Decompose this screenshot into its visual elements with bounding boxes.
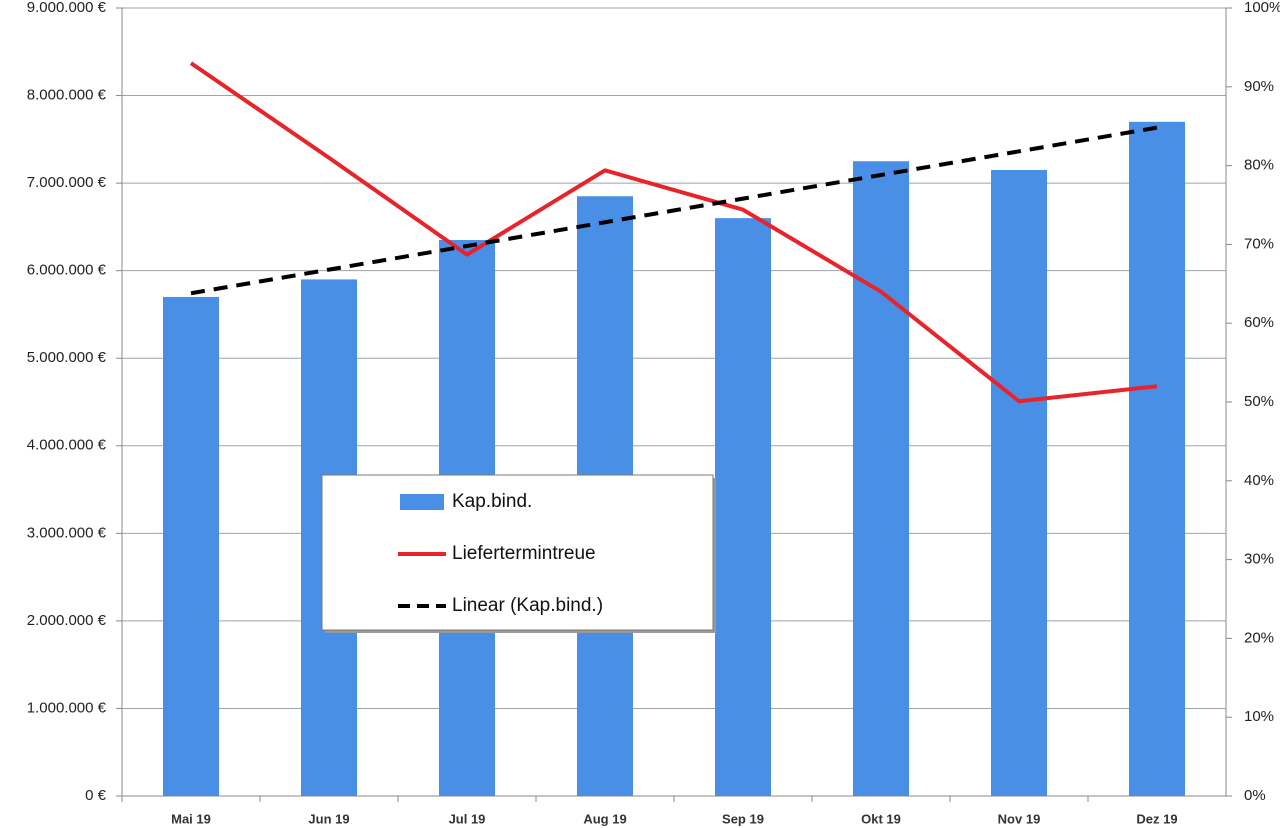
y2-tick-label: 0%: [1244, 787, 1266, 804]
y2-tick-label: 40%: [1244, 472, 1274, 489]
x-tick-label: Dez 19: [1136, 811, 1177, 826]
y2-tick-label: 70%: [1244, 235, 1274, 252]
bar: [1129, 121, 1185, 797]
legend: [321, 474, 714, 631]
y2-tick-label: 10%: [1244, 708, 1274, 725]
legend-label: Liefertermintreue: [452, 543, 596, 564]
bar: [991, 169, 1047, 796]
x-tick-label: Aug 19: [583, 811, 626, 826]
trend-line: [190, 125, 1158, 296]
legend-label: Linear (Kap.bind.): [452, 595, 603, 616]
y-tick-label: 0 €: [85, 787, 107, 804]
y2-tick-label: 60%: [1244, 314, 1274, 331]
y2-tick-label: 50%: [1244, 393, 1274, 410]
x-tick-label: Mai 19: [171, 811, 211, 826]
y2-tick-label: 20%: [1244, 629, 1274, 646]
x-tick-label: Sep 19: [722, 811, 764, 826]
y2-tick-label: 80%: [1244, 157, 1274, 174]
line: [189, 61, 1158, 404]
x-tick-label: Okt 19: [861, 811, 901, 826]
legend-label: Kap.bind.: [452, 491, 532, 512]
y-tick-label: 2.000.000 €: [27, 612, 107, 629]
legend-swatch: [400, 494, 444, 510]
y-tick-label: 1.000.000 €: [27, 699, 107, 716]
y-tick-label: 9.000.000 €: [27, 0, 107, 16]
y-tick-label: 4.000.000 €: [27, 437, 107, 454]
x-tick-label: Jul 19: [449, 811, 486, 826]
x-tick-label: Nov 19: [998, 811, 1041, 826]
x-tick-label: Jun 19: [308, 811, 349, 826]
bar: [853, 161, 909, 796]
y2-tick-label: 30%: [1244, 551, 1274, 568]
y2-tick-label: 90%: [1244, 78, 1274, 95]
y2-tick-label: 100%: [1244, 0, 1280, 16]
y-tick-label: 7.000.000 €: [27, 174, 107, 191]
y-tick-label: 8.000.000 €: [27, 87, 107, 104]
y-tick-label: 3.000.000 €: [27, 524, 107, 541]
y-tick-label: 6.000.000 €: [27, 262, 107, 279]
y-tick-label: 5.000.000 €: [27, 349, 107, 366]
bar: [163, 296, 219, 796]
bar: [715, 218, 771, 797]
